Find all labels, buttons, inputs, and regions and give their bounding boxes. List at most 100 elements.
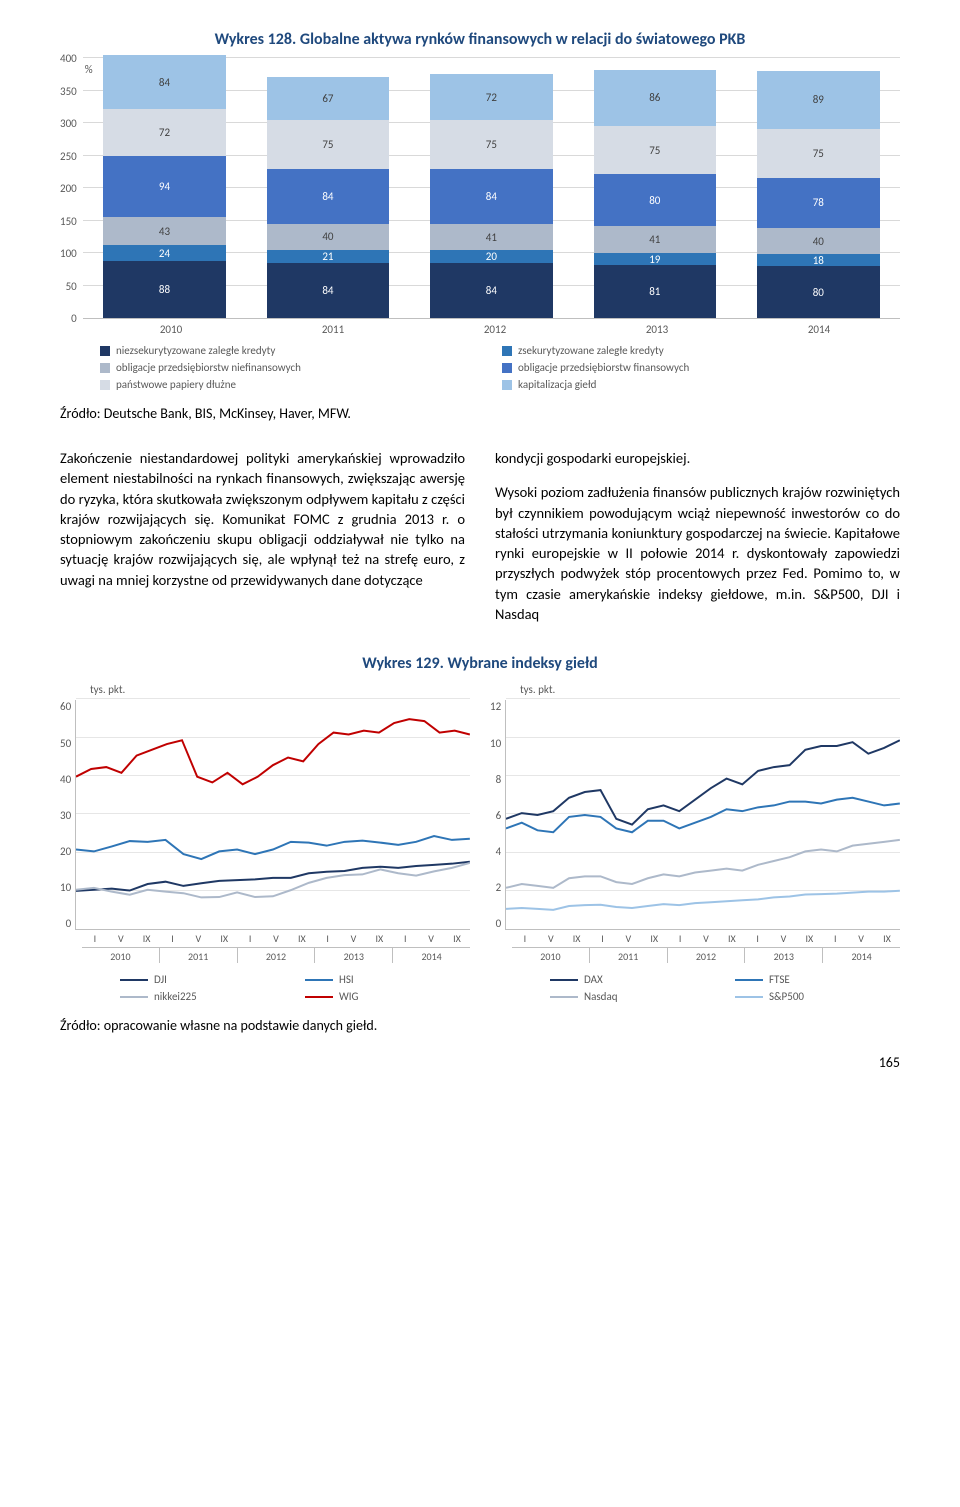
bar-segment: 94 <box>103 156 226 217</box>
year-tick: 2010 <box>512 948 590 963</box>
month-tick: V <box>615 932 641 945</box>
legend-label: DAX <box>584 973 603 986</box>
legend-item: WIG <box>305 990 470 1003</box>
month-tick: I <box>392 932 418 945</box>
month-tick: IX <box>289 932 315 945</box>
bar-segment: 72 <box>430 74 553 121</box>
month-tick: V <box>771 932 797 945</box>
legend-item: obligacje przedsiębiorstw finansowych <box>502 361 880 374</box>
legend-swatch <box>100 380 110 390</box>
month-tick: I <box>512 932 538 945</box>
month-tick: IX <box>719 932 745 945</box>
month-tick: I <box>82 932 108 945</box>
legend-label: HSI <box>339 973 354 986</box>
chart-129-title: Wykres 129. Wybrane indeksy giełd <box>60 654 900 673</box>
month-tick: I <box>745 932 771 945</box>
month-tick: IX <box>366 932 392 945</box>
chart-128-legend: niezsekurytyzowane zaległe kredyty zsekur… <box>100 344 880 391</box>
bar-segment: 20 <box>430 250 553 263</box>
legend-label: Nasdaq <box>584 990 618 1003</box>
bar-segment: 18 <box>757 254 880 266</box>
month-tick: IX <box>444 932 470 945</box>
legend-item: FTSE <box>735 973 900 986</box>
bar-column: 842140847567 <box>267 77 390 318</box>
body-text: Zakończenie niestandardowej polityki ame… <box>60 448 900 624</box>
legend-line-swatch <box>550 996 578 998</box>
bar-segment: 75 <box>594 126 717 175</box>
bar-column: 801840787589 <box>757 71 880 318</box>
bar-segment: 88 <box>103 261 226 318</box>
bar-segment: 80 <box>594 174 717 226</box>
legend-label: obligacje przedsiębiorstw niefinansowych <box>116 361 301 374</box>
bar-segment: 89 <box>757 71 880 129</box>
legend-item: obligacje przedsiębiorstw niefinansowych <box>100 361 478 374</box>
chart-128-title: Wykres 128. Globalne aktywa rynków finan… <box>60 30 900 49</box>
month-tick: V <box>108 932 134 945</box>
chart-129-right-xaxis: IVIXIVIXIVIXIVIXIVIX 2010201120122013201… <box>512 932 900 963</box>
unit-label-right: tys. pkt. <box>520 683 900 696</box>
bar-segment: 41 <box>594 226 717 253</box>
month-tick: V <box>185 932 211 945</box>
x-category: 2014 <box>808 323 830 336</box>
legend-item: zsekurytyzowane zaległe kredyty <box>502 344 880 357</box>
page-number: 165 <box>60 1054 900 1071</box>
x-category: 2010 <box>160 323 182 336</box>
chart-129-left-plot <box>75 700 470 930</box>
legend-swatch <box>100 363 110 373</box>
legend-label: nikkei225 <box>154 990 197 1003</box>
legend-swatch <box>502 380 512 390</box>
legend-item: państwowe papiery dłużne <box>100 378 478 391</box>
chart-128-source: Źródło: Deutsche Bank, BIS, McKinsey, Ha… <box>60 405 900 422</box>
bar-segment: 67 <box>267 77 390 121</box>
unit-label-left: tys. pkt. <box>90 683 470 696</box>
bar-segment: 41 <box>430 224 553 251</box>
month-tick: IX <box>641 932 667 945</box>
legend-swatch <box>100 346 110 356</box>
bar-segment: 81 <box>594 265 717 318</box>
chart-129-left-yaxis: 6050403020100 <box>60 700 75 930</box>
month-tick: I <box>315 932 341 945</box>
chart-128-yaxis: 050100150200250300350400 <box>60 59 83 319</box>
bar-segment: 75 <box>430 120 553 169</box>
legend-item: niezsekurytyzowane zaległe kredyty <box>100 344 478 357</box>
month-tick: V <box>538 932 564 945</box>
bar-segment: 84 <box>103 55 226 110</box>
bar-segment: 72 <box>103 109 226 156</box>
body-left-column: Zakończenie niestandardowej polityki ame… <box>60 448 465 624</box>
month-tick: V <box>263 932 289 945</box>
chart-128-xlabels: 20102011201220132014 <box>90 323 900 336</box>
chart-129-source: Źródło: opracowanie własne na podstawie … <box>60 1017 900 1034</box>
year-tick: 2012 <box>238 948 316 963</box>
legend-item: DAX <box>550 973 715 986</box>
legend-label: niezsekurytyzowane zaległe kredyty <box>116 344 275 357</box>
month-tick: I <box>160 932 186 945</box>
month-tick: IX <box>134 932 160 945</box>
legend-label: obligacje przedsiębiorstw finansowych <box>518 361 689 374</box>
chart-129-left: tys. pkt. 6050403020100 IVIXIVIXIVIXIVIX… <box>60 683 470 1003</box>
legend-item: kapitalizacja giełd <box>502 378 880 391</box>
bar-column: 811941807586 <box>594 70 717 318</box>
month-tick: IX <box>796 932 822 945</box>
bar-segment: 21 <box>267 250 390 264</box>
legend-label: państwowe papiery dłużne <box>116 378 236 391</box>
bar-column: 842041847572 <box>430 74 553 318</box>
month-tick: IX <box>211 932 237 945</box>
month-tick: I <box>667 932 693 945</box>
legend-line-swatch <box>735 979 763 981</box>
bar-segment: 24 <box>103 245 226 261</box>
bar-segment: 84 <box>267 263 390 318</box>
legend-line-swatch <box>305 979 333 981</box>
x-category: 2013 <box>646 323 668 336</box>
month-tick: V <box>693 932 719 945</box>
bar-column: 882443947284 <box>103 55 226 318</box>
chart-129-right-plot <box>505 700 900 930</box>
month-tick: V <box>341 932 367 945</box>
month-tick: V <box>418 932 444 945</box>
bar-segment: 75 <box>267 120 390 169</box>
chart-128-plot: 050100150200250300350400 % 8824439472848… <box>60 59 900 319</box>
month-tick: IX <box>564 932 590 945</box>
legend-line-swatch <box>120 996 148 998</box>
chart-129-right: tys. pkt. 121086420 IVIXIVIXIVIXIVIXIVIX… <box>490 683 900 1003</box>
legend-line-swatch <box>305 996 333 998</box>
year-tick: 2012 <box>668 948 746 963</box>
